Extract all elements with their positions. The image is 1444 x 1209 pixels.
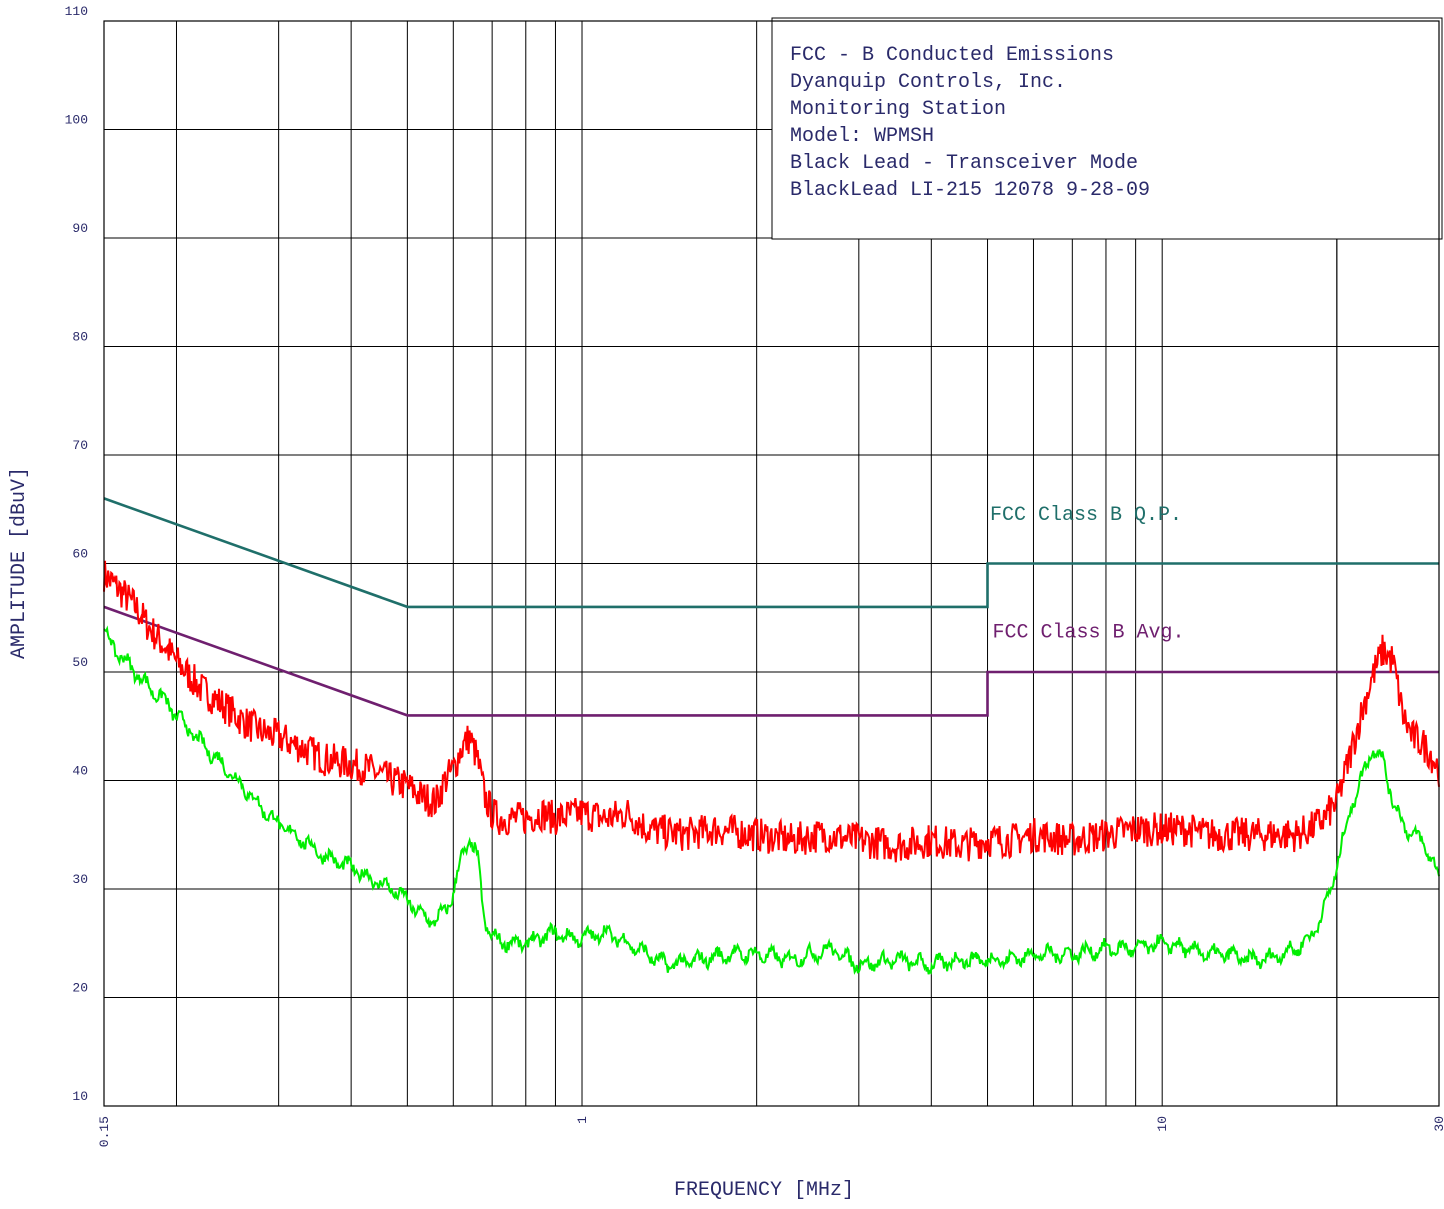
x-tick-label: 0.15	[97, 1116, 112, 1147]
y-tick-label: 40	[72, 764, 88, 779]
average-trace	[103, 625, 1440, 975]
plot-frame	[103, 20, 1440, 1107]
y-tick-label: 80	[72, 330, 88, 345]
info-box-panel	[771, 17, 1443, 240]
limit-line-qp	[103, 497, 1439, 609]
info-line-4: Model: WPMSH	[790, 125, 934, 148]
y-tick-label: 10	[72, 1089, 88, 1104]
x-tick-labels: 0.15 1 10 30	[97, 1116, 1444, 1147]
limit-labels: FCC Class B Q.P. FCC Class B Avg.	[990, 504, 1185, 644]
y-tick-labels: 10 20 30 40 50 60 70 80 90 100 110	[65, 4, 88, 1104]
y-tick-label: 110	[65, 4, 88, 19]
info-line-1: FCC - B Conducted Emissions	[790, 44, 1114, 67]
info-line-2: Dyanquip Controls, Inc.	[790, 71, 1066, 94]
y-tick-label: 60	[72, 547, 88, 562]
limit-line-avg	[103, 605, 1439, 717]
peak-trace	[103, 560, 1440, 863]
y-tick-label: 30	[72, 872, 88, 887]
x-tick-label: 30	[1432, 1116, 1444, 1132]
x-tick-label: 1	[575, 1116, 590, 1124]
y-tick-label: 50	[72, 655, 88, 670]
x-axis-title: FREQUENCY [MHz]	[674, 1179, 854, 1202]
info-line-3: Monitoring Station	[790, 98, 1006, 121]
y-tick-label: 100	[65, 113, 88, 128]
series-layer	[103, 497, 1440, 975]
info-line-6: BlackLead LI-215 12078 9-28-09	[790, 179, 1150, 202]
y-tick-label: 70	[72, 438, 88, 453]
info-line-5: Black Lead - Transceiver Mode	[790, 152, 1138, 175]
limit-label-avg: FCC Class B Avg.	[993, 621, 1185, 644]
y-tick-label: 90	[72, 221, 88, 236]
limit-label-qp: FCC Class B Q.P.	[990, 504, 1182, 527]
x-tick-label: 10	[1155, 1116, 1170, 1132]
y-axis-title: AMPLITUDE [dBuV]	[8, 467, 31, 659]
y-tick-label: 20	[72, 981, 88, 996]
info-box: FCC - B Conducted Emissions Dyanquip Con…	[771, 17, 1443, 240]
